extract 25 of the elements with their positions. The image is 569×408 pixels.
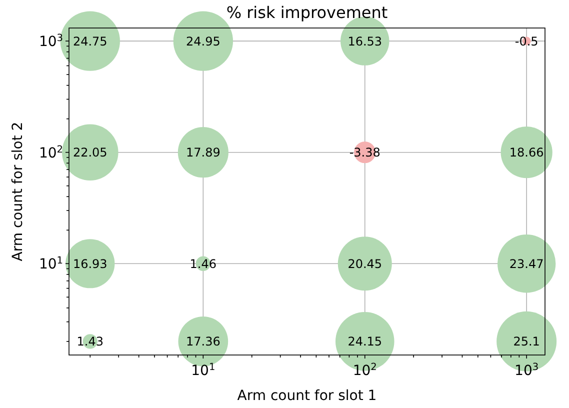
annotation: 1.46 [190, 256, 217, 271]
annotation: 25.1 [513, 334, 540, 349]
x-tick-label: 10$^{1}$ [191, 362, 216, 379]
annotation: -3.38 [349, 146, 380, 160]
annotation: 17.36 [186, 334, 220, 349]
y-tick-label: 10$^{2}$ [38, 144, 63, 162]
annotation: 16.93 [72, 256, 108, 271]
x-tick-label: 10$^{3}$ [514, 362, 539, 379]
annotation: 17.89 [186, 146, 220, 160]
annotation: 24.95 [186, 34, 220, 48]
annotation: 23.47 [509, 256, 544, 271]
annotation: 20.45 [348, 256, 382, 271]
annotation: 18.66 [509, 146, 544, 160]
chart-title: % risk improvement [226, 3, 388, 22]
annotation: -0.5 [514, 34, 538, 48]
annotation: 24.75 [72, 34, 108, 48]
annotation: 16.53 [348, 34, 382, 48]
y-tick-label: 10$^{3}$ [38, 32, 63, 50]
x-tick-label: 10$^{2}$ [352, 362, 377, 379]
annotation: 1.43 [76, 334, 104, 349]
annotation: 22.05 [72, 146, 108, 160]
y-tick-label: 10$^{1}$ [38, 255, 63, 273]
annotation: 24.15 [348, 334, 382, 349]
y-axis-title: Arm count for slot 2 [10, 122, 26, 262]
x-axis-title: Arm count for slot 1 [237, 388, 377, 404]
